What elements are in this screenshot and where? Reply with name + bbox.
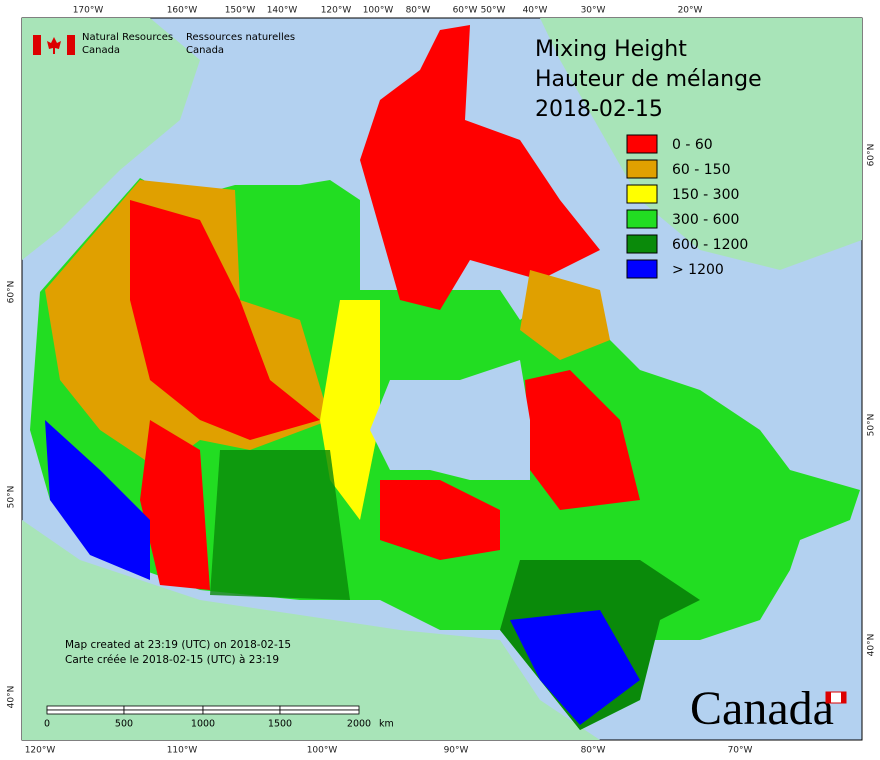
zone-yellow	[320, 300, 380, 520]
legend-label: 600 - 1200	[672, 237, 748, 253]
bottom-graticule-label: 110°W	[167, 746, 198, 756]
left-graticule-label: 50°N	[7, 486, 17, 509]
left-graticule-label: 40°N	[7, 686, 17, 709]
zone-red-prairie	[140, 420, 210, 590]
wordmark-flag	[826, 692, 831, 703]
note: Carte créée le 2018-02-15 (UTC) à 23:19	[65, 654, 279, 666]
legend-label: 60 - 150	[672, 162, 731, 178]
scale-label: 500	[115, 719, 133, 730]
title-line: 2018-02-15	[535, 97, 663, 122]
scale-segment	[46, 705, 125, 711]
scale-segment	[279, 705, 360, 711]
maple-leaf	[47, 37, 61, 54]
scale-label: 1500	[268, 719, 292, 730]
flag-bar	[67, 35, 75, 55]
title-line: Mixing Height	[535, 37, 687, 62]
right-graticule-label: 60°N	[867, 144, 877, 167]
zone-red-quebec	[525, 370, 640, 510]
bottom-graticule-label: 80°W	[581, 746, 606, 756]
legend-label: 0 - 60	[672, 137, 713, 153]
top-graticule-label: 160°W	[167, 6, 198, 16]
note: Map created at 23:19 (UTC) on 2018-02-15	[65, 639, 291, 651]
legend-label: > 1200	[672, 262, 724, 278]
top-graticule-label: 120°W	[321, 6, 352, 16]
zone-red-nw	[130, 200, 320, 440]
top-graticule-label: 170°W	[73, 6, 104, 16]
top-graticule-label: 20°W	[678, 6, 703, 16]
legend-swatch	[626, 184, 658, 204]
top-graticule-label: 30°W	[581, 6, 606, 16]
scale-segment	[46, 709, 125, 715]
legend-swatch	[626, 234, 658, 254]
wordmark: Canada	[690, 682, 834, 735]
agency-en: Natural Resources	[82, 32, 173, 43]
top-graticule-label: 50°W	[481, 6, 506, 16]
scale-segment	[123, 705, 204, 711]
legend-swatch	[626, 209, 658, 229]
scale-segment	[123, 709, 204, 715]
arctic-islands-green	[280, 200, 360, 290]
scale-label: 0	[44, 719, 50, 730]
scale-segment	[279, 709, 360, 715]
top-graticule-label: 60°W	[453, 6, 478, 16]
scale-label: 1000	[191, 719, 215, 730]
legend-label: 300 - 600	[672, 212, 739, 228]
scale-segment	[202, 709, 281, 715]
right-graticule-label: 50°N	[867, 414, 877, 437]
zone-blue-ontario	[510, 610, 640, 725]
left-graticule-label: 60°N	[7, 281, 17, 304]
legend-swatch	[626, 259, 658, 279]
zone-darkgreen	[210, 450, 350, 600]
top-graticule-label: 150°W	[225, 6, 256, 16]
top-graticule-label: 100°W	[363, 6, 394, 16]
legend-swatch	[626, 159, 658, 179]
legend-swatch	[626, 134, 658, 154]
usa	[22, 520, 600, 740]
title-line: Hauteur de mélange	[535, 67, 762, 92]
zone-red-ontario	[380, 480, 500, 560]
top-graticule-label: 40°W	[523, 6, 548, 16]
russia	[22, 18, 200, 260]
right-graticule-label: 40°N	[867, 634, 877, 657]
wordmark-flag	[841, 692, 846, 703]
agency-fr: Ressources naturelles	[186, 32, 295, 43]
baffin-south	[520, 270, 610, 360]
scale-segment	[202, 705, 281, 711]
legend-label: 150 - 300	[672, 187, 739, 203]
flag-bar	[33, 35, 41, 55]
bottom-graticule-label: 100°W	[307, 746, 338, 756]
top-graticule-label: 80°W	[406, 6, 431, 16]
bottom-graticule-label: 120°W	[25, 746, 56, 756]
arctic-islands	[360, 25, 600, 310]
top-graticule-label: 140°W	[267, 6, 298, 16]
bottom-graticule-label: 70°W	[728, 746, 753, 756]
agency-en: Canada	[82, 45, 120, 56]
hudson-bay	[370, 360, 530, 480]
scale-unit: km	[379, 719, 394, 730]
scale-label: 2000	[347, 719, 371, 730]
greenland	[540, 18, 862, 270]
agency-fr: Canada	[186, 45, 224, 56]
bottom-graticule-label: 90°W	[444, 746, 469, 756]
zone-blue-bc	[45, 420, 150, 580]
